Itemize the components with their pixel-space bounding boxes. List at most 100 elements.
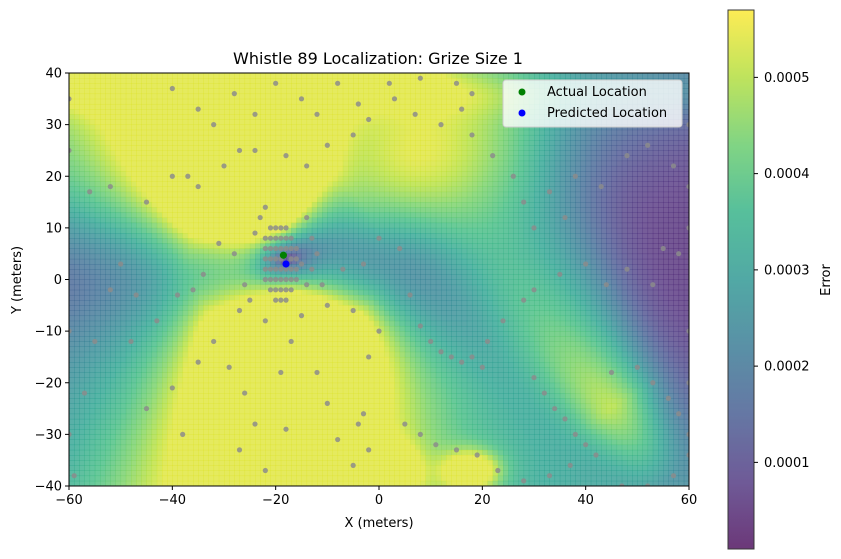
heatmap-cell	[94, 202, 101, 208]
heatmap-cell	[456, 129, 463, 136]
heatmap-cell	[162, 88, 168, 95]
heatmap-cell	[177, 140, 184, 146]
heatmap-cell	[244, 202, 251, 208]
heatmap-cell	[162, 134, 168, 141]
heatmap-cell	[482, 109, 488, 115]
heatmap-cell	[456, 269, 463, 275]
heatmap-cell	[244, 155, 251, 162]
heatmap-cell	[146, 269, 153, 275]
heatmap-cell	[451, 186, 457, 193]
heatmap-cell	[156, 248, 163, 255]
heatmap-cell	[435, 160, 442, 167]
heatmap-cell	[322, 258, 328, 265]
heatmap-cell	[208, 88, 215, 95]
heatmap-cell	[79, 145, 85, 151]
heatmap-cell	[229, 93, 235, 100]
heatmap-cell	[384, 196, 390, 203]
heatmap-cell	[534, 73, 540, 79]
heatmap-cell	[115, 176, 122, 182]
heatmap-cell	[534, 140, 540, 146]
heatmap-cell	[513, 238, 519, 244]
heatmap-cell	[193, 98, 199, 105]
heatmap-cell	[384, 181, 390, 187]
heatmap-cell	[337, 212, 344, 218]
heatmap-cell	[322, 150, 328, 156]
heatmap-cell	[658, 140, 664, 146]
heatmap-cell	[187, 191, 194, 198]
heatmap-cell	[487, 83, 494, 89]
heatmap-cell	[141, 140, 147, 146]
heatmap-cell	[69, 238, 75, 244]
heatmap-cell	[627, 186, 633, 193]
heatmap-cell	[296, 73, 302, 79]
heatmap-cell	[296, 227, 302, 234]
heatmap-cell	[425, 124, 432, 131]
heatmap-cell	[399, 222, 406, 229]
heatmap-cell	[167, 109, 173, 115]
heatmap-cell	[420, 207, 426, 213]
heatmap-cell	[100, 238, 106, 244]
heatmap-cell	[255, 124, 261, 131]
heatmap-cell	[384, 160, 390, 167]
heatmap-cell	[208, 196, 215, 203]
heatmap-cell	[570, 212, 576, 218]
heatmap-cell	[229, 202, 235, 208]
heatmap-cell	[84, 119, 91, 126]
heatmap-cell	[162, 114, 168, 120]
heatmap-cell	[596, 186, 602, 193]
heatmap-cell	[182, 202, 189, 208]
heatmap-cell	[255, 98, 261, 105]
heatmap-cell	[249, 176, 256, 182]
heatmap-cell	[213, 165, 220, 172]
heatmap-cell	[658, 248, 664, 255]
heatmap-cell	[167, 264, 173, 270]
heatmap-cell	[585, 217, 592, 224]
heatmap-cell	[415, 284, 421, 291]
heatmap-cell	[162, 227, 168, 234]
heatmap-cell	[208, 253, 215, 260]
heatmap-cell	[89, 129, 96, 136]
heatmap-cell	[141, 150, 147, 156]
heatmap-cell	[596, 238, 602, 244]
heatmap-cell	[332, 83, 339, 89]
heatmap-cell	[477, 103, 483, 110]
heatmap-cell	[472, 119, 478, 126]
heatmap-cell	[544, 171, 550, 177]
heatmap-cell	[616, 73, 623, 79]
heatmap-cell	[384, 73, 390, 79]
heatmap-cell	[492, 207, 499, 213]
heatmap-cell	[513, 258, 519, 265]
heatmap-cell	[234, 114, 240, 120]
heatmap-cell	[368, 269, 375, 275]
heatmap-cell	[286, 233, 292, 239]
heatmap-cell	[280, 83, 287, 89]
heatmap-cell	[105, 73, 111, 79]
heatmap-cell	[678, 233, 685, 239]
heatmap-cell	[621, 181, 628, 187]
heatmap-cell	[69, 98, 75, 105]
heatmap-cell	[394, 248, 401, 255]
heatmap-cell	[311, 279, 318, 286]
heatmap-cell	[193, 181, 199, 187]
heatmap-cell	[441, 191, 447, 198]
heatmap-cell	[327, 196, 333, 203]
heatmap-cell	[410, 160, 416, 167]
heatmap-cell	[580, 248, 587, 255]
heatmap-cell	[435, 140, 442, 146]
heatmap-cell	[363, 284, 370, 291]
heatmap-cell	[255, 155, 261, 162]
heatmap-cell	[198, 119, 204, 126]
heatmap-cell	[342, 258, 349, 265]
heatmap-cell	[115, 243, 122, 249]
heatmap-cell	[565, 258, 571, 265]
heatmap-cell	[306, 165, 313, 172]
heatmap-cell	[89, 248, 96, 255]
heatmap-cell	[384, 207, 390, 213]
heatmap-cell	[451, 103, 457, 110]
heatmap-cell	[389, 269, 395, 275]
heatmap-cell	[647, 196, 654, 203]
heatmap-cell	[203, 145, 209, 151]
heatmap-cell	[172, 93, 178, 100]
heatmap-cell	[167, 114, 173, 120]
heatmap-cell	[456, 186, 463, 193]
